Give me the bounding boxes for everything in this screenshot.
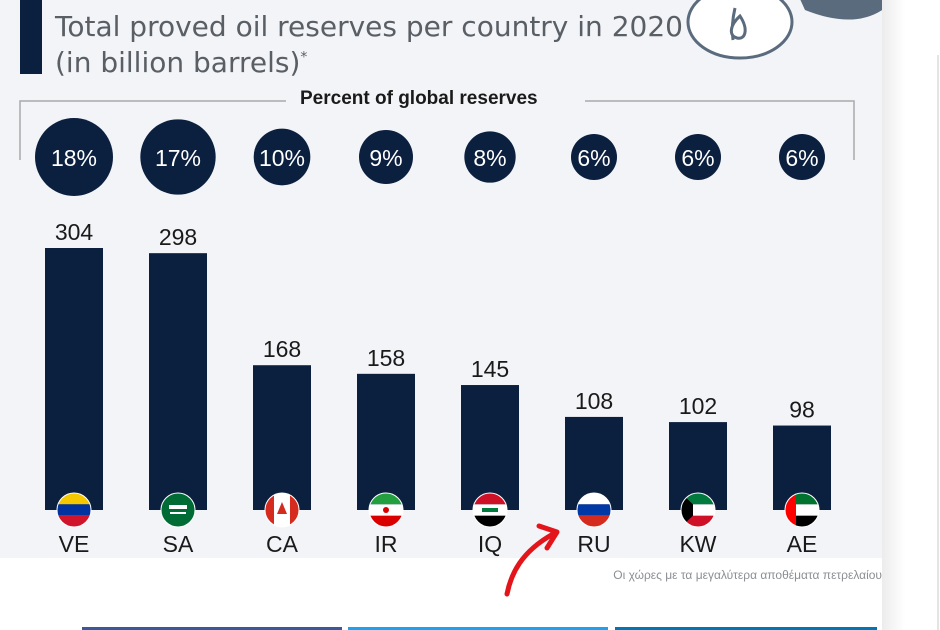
bar-SA bbox=[149, 253, 207, 510]
category-label-AE: AE bbox=[787, 531, 818, 557]
percent-circle-KW bbox=[675, 134, 721, 180]
percent-label-IR: 9% bbox=[369, 145, 402, 171]
percent-circle-AE bbox=[779, 134, 825, 180]
canada-flag-icon bbox=[264, 492, 300, 528]
footnote-mark: * bbox=[300, 49, 308, 66]
percent-label-KW: 6% bbox=[681, 145, 714, 171]
iraq-flag-icon bbox=[472, 492, 508, 528]
percent-label-CA: 10% bbox=[259, 145, 305, 171]
page-divider bbox=[937, 55, 939, 630]
category-label-RU: RU bbox=[577, 531, 610, 557]
percent-label-AE: 6% bbox=[785, 145, 818, 171]
percent-label-IQ: 8% bbox=[473, 145, 506, 171]
value-label-AE: 98 bbox=[789, 397, 815, 423]
kuwait-flag-icon bbox=[680, 492, 716, 528]
title-accent-bar bbox=[20, 0, 42, 74]
percent-heading: Percent of global reserves bbox=[286, 88, 552, 110]
chart-subtitle: (in billion barrels)* bbox=[55, 46, 307, 79]
iran-flag-icon bbox=[368, 492, 404, 528]
bar-IR bbox=[357, 373, 415, 510]
value-label-CA: 168 bbox=[263, 336, 301, 362]
category-label-SA: SA bbox=[163, 531, 194, 557]
value-label-IR: 158 bbox=[367, 345, 405, 371]
category-label-IQ: IQ bbox=[478, 531, 502, 557]
value-label-RU: 108 bbox=[575, 388, 613, 414]
uae-flag-icon bbox=[784, 492, 820, 528]
red-arrow-icon bbox=[504, 523, 560, 597]
saudi-arabia-flag-icon bbox=[160, 492, 196, 528]
chart-title: Total proved oil reserves per country in… bbox=[55, 10, 683, 43]
share-linkedin-bar[interactable] bbox=[615, 627, 877, 630]
percent-circle-RU bbox=[571, 134, 617, 180]
share-facebook-bar[interactable] bbox=[82, 627, 342, 630]
percent-circle-VE bbox=[35, 118, 113, 196]
value-label-VE: 304 bbox=[55, 219, 94, 245]
bar-IQ bbox=[461, 385, 519, 510]
venezuela-flag-icon bbox=[56, 492, 92, 528]
percent-circle-IR bbox=[359, 130, 413, 184]
value-label-IQ: 145 bbox=[471, 356, 509, 382]
value-label-KW: 102 bbox=[679, 393, 717, 419]
share-twitter-bar[interactable] bbox=[348, 627, 608, 630]
category-label-IR: IR bbox=[375, 531, 398, 557]
bar-CA bbox=[253, 365, 311, 510]
chart-area: 304 VE 18% 298 SA 17% 168 CA 10% 158 IR 9% 145 IQ 8% 10… bbox=[19, 100, 855, 557]
category-label-CA: CA bbox=[266, 531, 299, 557]
percent-label-VE: 18% bbox=[51, 145, 97, 171]
oil-drop-icon bbox=[686, 0, 882, 60]
percent-circles bbox=[35, 118, 825, 196]
percent-label-SA: 17% bbox=[155, 145, 201, 171]
image-caption: Οι χώρες με τα μεγαλύτερα αποθέματα πετρ… bbox=[613, 568, 882, 582]
chart-subtitle-text: (in billion barrels) bbox=[55, 46, 301, 79]
category-label-KW: KW bbox=[679, 531, 716, 557]
percent-label-RU: 6% bbox=[577, 145, 610, 171]
bar-VE bbox=[45, 248, 103, 510]
percent-circle-IQ bbox=[464, 131, 516, 183]
chart-card: Total proved oil reserves per country in… bbox=[0, 0, 882, 558]
labels: 304 VE 18% 298 SA 17% 168 CA 10% 158 IR 9% 145 IQ 8% 10… bbox=[51, 145, 819, 557]
russia-flag-icon bbox=[576, 492, 612, 528]
percent-circle-CA bbox=[253, 128, 311, 186]
flags bbox=[56, 492, 820, 528]
category-label-VE: VE bbox=[59, 531, 90, 557]
bars bbox=[45, 248, 831, 510]
percent-bracket bbox=[19, 100, 855, 160]
percent-circle-SA bbox=[140, 119, 216, 195]
value-label-SA: 298 bbox=[159, 224, 197, 250]
page-side-shadow bbox=[882, 0, 940, 630]
